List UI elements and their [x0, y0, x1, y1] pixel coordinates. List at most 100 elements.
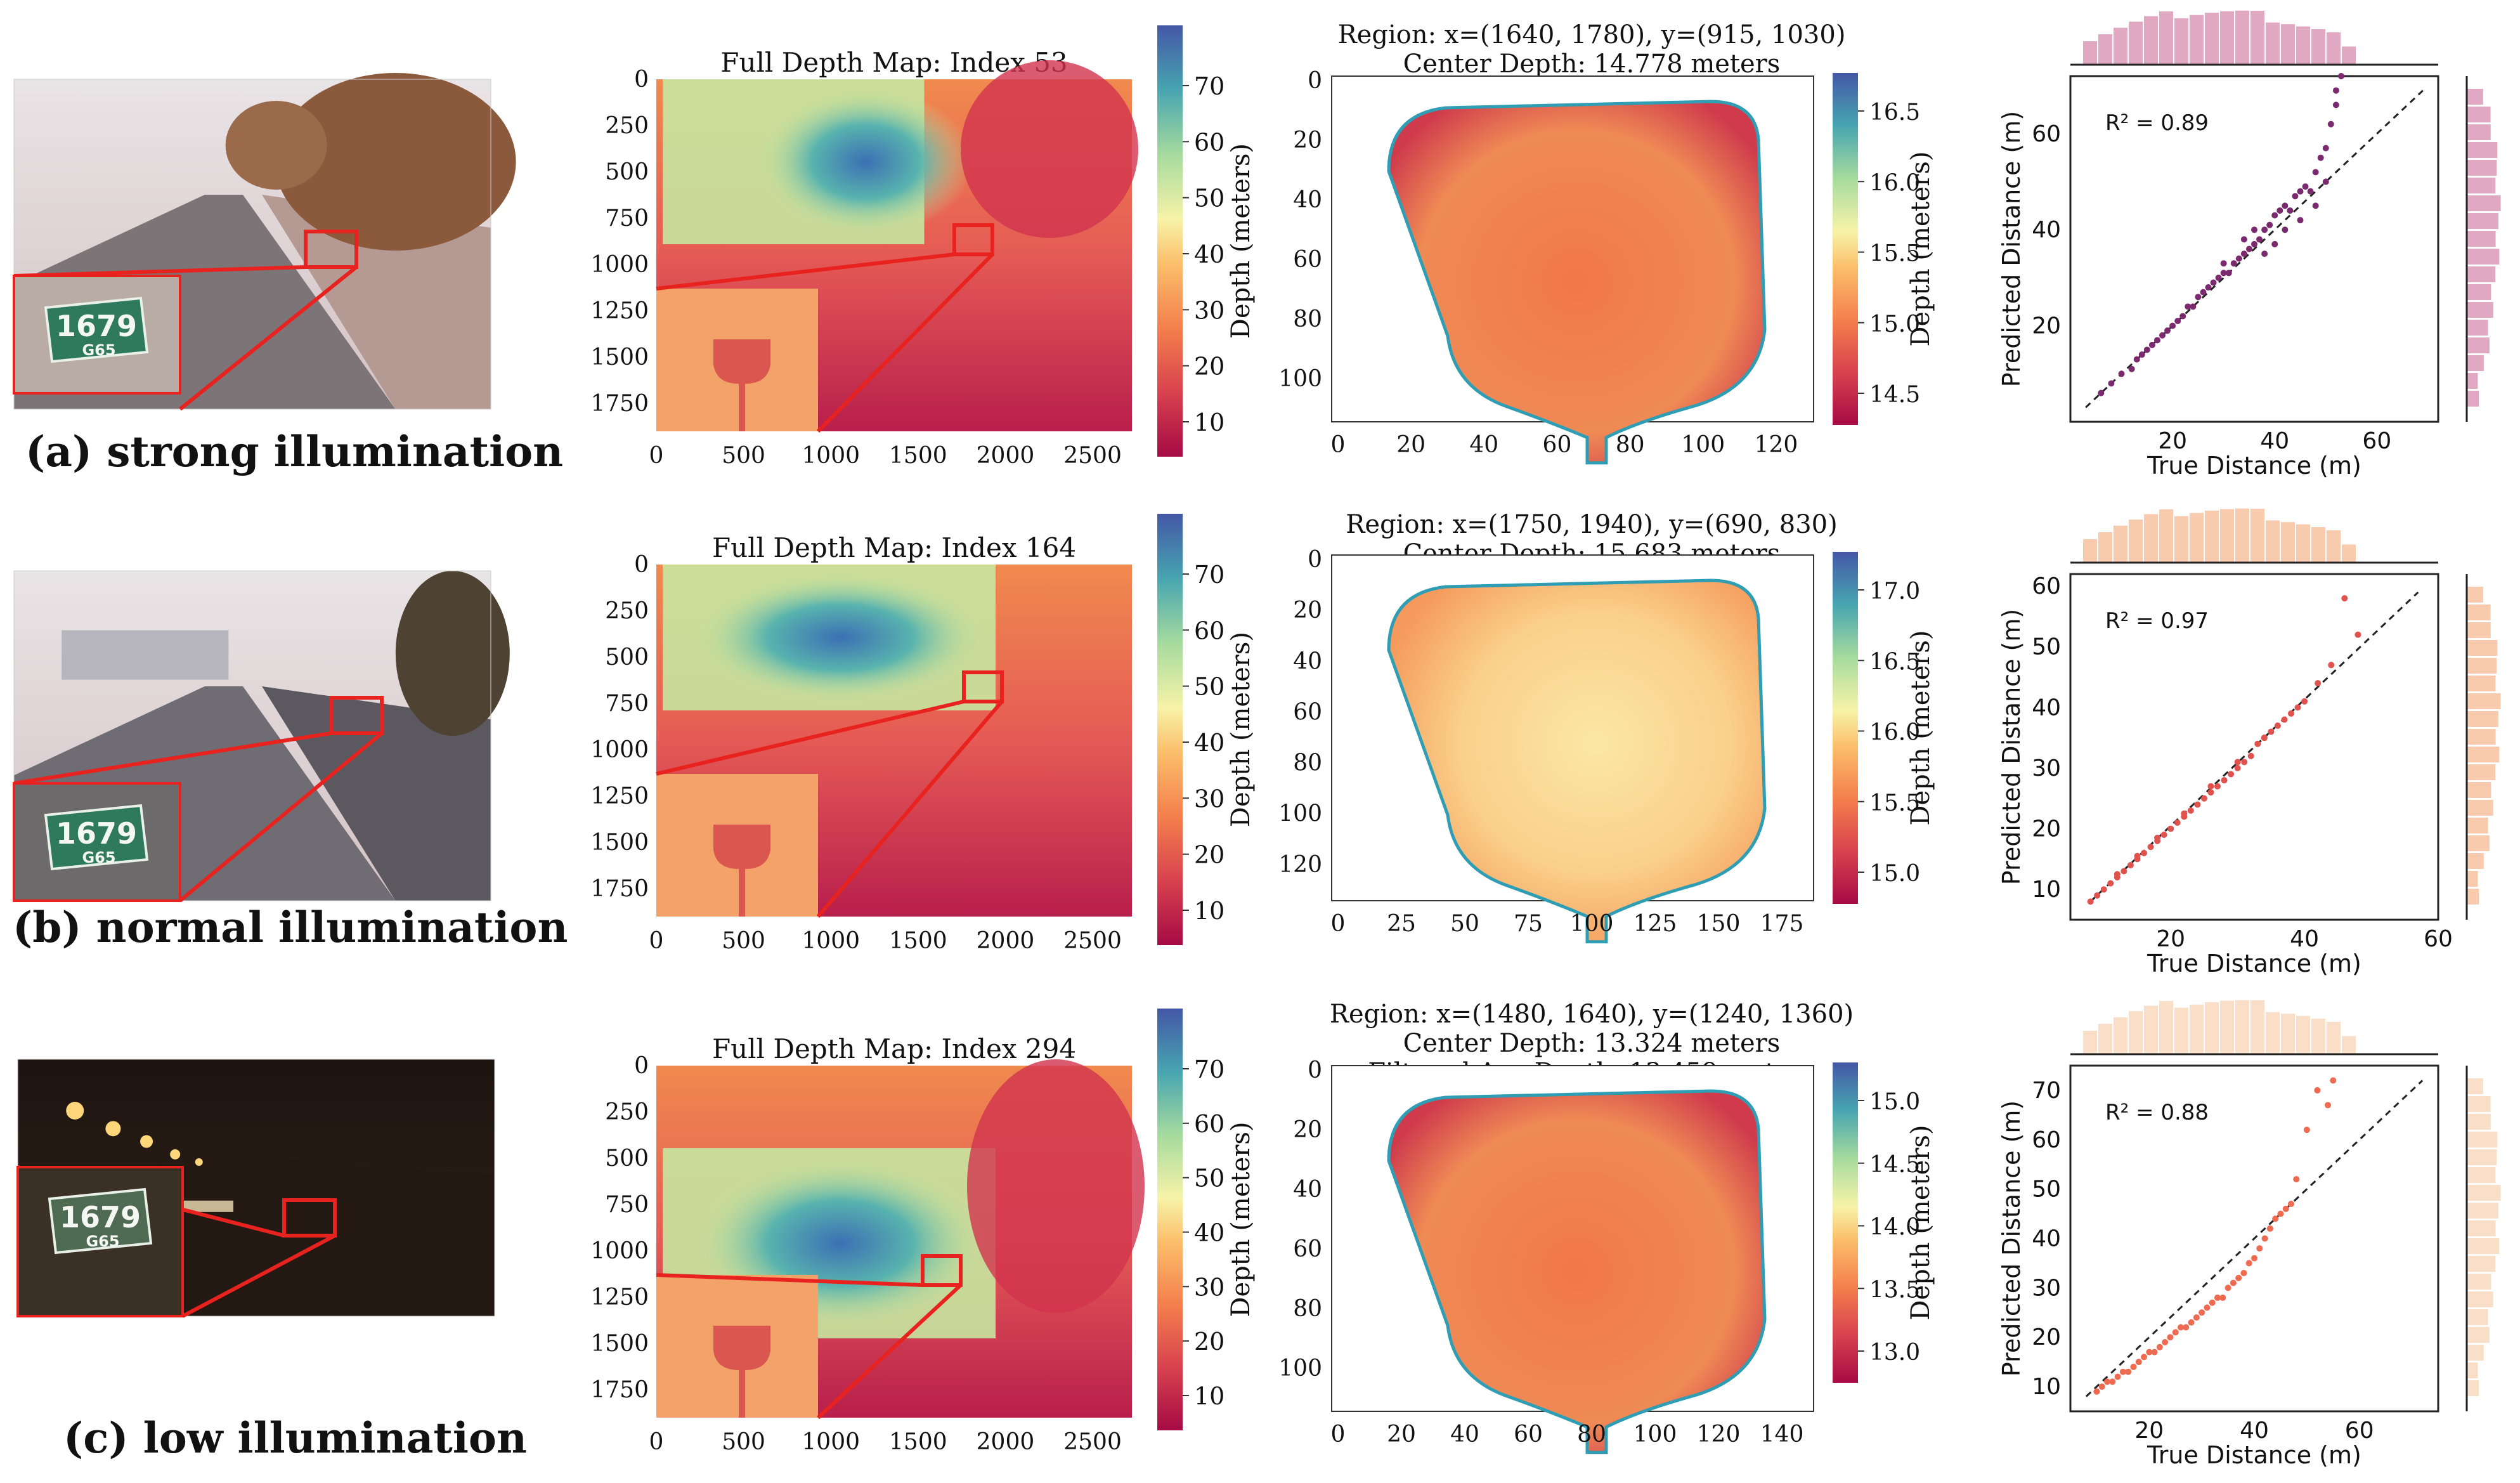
- scatter-point: [2159, 332, 2166, 339]
- right-histogram-bar: [2467, 266, 2496, 282]
- colorbar-tick-label: 70: [1194, 72, 1224, 100]
- scatter-point: [2187, 807, 2194, 814]
- right-histogram-bar: [2467, 818, 2488, 833]
- tree-canopy: [225, 101, 327, 190]
- region-x-tick: 0: [1331, 432, 1346, 458]
- scatter-point: [2181, 810, 2188, 817]
- scatter-point: [2153, 337, 2160, 344]
- region-shape: [1387, 578, 1767, 944]
- scatter-point: [2130, 1363, 2137, 1370]
- street-lamp-light: [170, 1149, 181, 1160]
- scatter-point: [2261, 735, 2268, 742]
- scatter-point: [2282, 1205, 2289, 1212]
- depth-inset-sign: [713, 825, 770, 917]
- right-histogram-bar: [2467, 676, 2496, 691]
- colorbar-tick-label: 10: [1194, 1382, 1224, 1410]
- colorbar-tick-label: 60: [1194, 1110, 1224, 1138]
- scatter-xlabel: True Distance (m): [2147, 950, 2361, 977]
- x-tick-label: 0: [649, 928, 664, 954]
- scatter-point: [2179, 313, 2186, 320]
- region-colorbar-tick-label: 15.0: [1869, 1089, 1920, 1115]
- top-histogram-bar: [2083, 539, 2097, 563]
- top-histogram-bar: [2205, 1002, 2219, 1054]
- colorbar-tick-label: 50: [1194, 673, 1224, 701]
- scatter-point: [2185, 303, 2192, 310]
- scatter-point: [2254, 740, 2261, 747]
- y-tick-label: 0: [634, 67, 649, 93]
- near-tree-region: [961, 60, 1138, 238]
- top-histogram-bar: [2281, 522, 2295, 563]
- scatter-point: [2251, 226, 2257, 233]
- region-colorbar-tick-label: 14.0: [1869, 1215, 1920, 1241]
- scatter-point: [2266, 221, 2273, 228]
- right-histogram-bar: [2467, 124, 2491, 140]
- scatter-point: [2245, 245, 2252, 252]
- top-histogram-bar: [2098, 1024, 2112, 1054]
- region-x-tick: 120: [1697, 1421, 1741, 1447]
- scatter-point: [2272, 1215, 2279, 1222]
- street-lamp-light: [105, 1121, 121, 1137]
- scatter-point: [2261, 251, 2268, 258]
- right-histogram-bar: [2467, 1291, 2493, 1307]
- scatter-x-tick: 60: [2362, 428, 2391, 454]
- top-histogram-bar: [2205, 13, 2219, 65]
- region-y-tick: 0: [1308, 1057, 1322, 1083]
- top-histogram-bar: [2220, 1000, 2234, 1054]
- scatter-point: [2325, 1102, 2331, 1109]
- scatter-panel: R² = 0.97 10 20 30 40 50 60 20 40 60 True Distance…: [1997, 508, 2501, 977]
- y-tick-label: 1500: [590, 830, 649, 856]
- region-y-tick: 60: [1293, 247, 1322, 273]
- scatter-y-tick: 40: [2032, 217, 2061, 243]
- tree-canopy: [395, 571, 510, 736]
- right-histogram-bar: [2467, 391, 2479, 407]
- scatter-point: [2127, 861, 2134, 868]
- scatter-point: [2134, 853, 2141, 859]
- region-colorbar-tick-label: 15.5: [1869, 790, 1920, 816]
- scatter-ylabel: Predicted Distance (m): [1997, 609, 2025, 885]
- scatter-point: [2271, 212, 2278, 219]
- y-tick-label: 1750: [590, 1377, 649, 1403]
- x-tick-label: 1500: [889, 443, 947, 469]
- top-histogram-bar: [2235, 10, 2249, 65]
- r2-annotation: R² = 0.89: [2105, 110, 2209, 136]
- zoom-line: [816, 252, 994, 433]
- region-x-tick: 20: [1387, 1421, 1416, 1447]
- right-histogram-bar: [2467, 1096, 2491, 1112]
- scatter-point: [2156, 1343, 2163, 1350]
- far-region-core: [758, 88, 973, 236]
- y-tick-label: 1250: [590, 298, 649, 324]
- region-y-tick: 80: [1293, 306, 1322, 332]
- zoom-line: [816, 1283, 963, 1420]
- scatter-point: [2104, 1378, 2110, 1385]
- right-histogram-bar: [2467, 782, 2491, 798]
- scatter-point: [2294, 704, 2301, 711]
- y-tick-label: 1250: [590, 1284, 649, 1310]
- top-histogram-bar: [2083, 1031, 2097, 1054]
- depth-map-panel: Full Depth Map: Index 530250500750100012…: [590, 25, 1256, 469]
- scatter-x-tick: 20: [2134, 1418, 2164, 1444]
- region-x-tick: 100: [1681, 432, 1725, 458]
- scatter-x-tick: 20: [2156, 926, 2185, 952]
- scatter-point: [2230, 260, 2237, 267]
- top-histogram-bar: [2190, 513, 2204, 563]
- scatter-point: [2164, 327, 2171, 334]
- right-histogram-bar: [2467, 178, 2496, 193]
- top-histogram-bar: [2250, 1000, 2264, 1054]
- right-histogram-bar: [2467, 1149, 2497, 1165]
- region-colorbar-tick-label: 15.0: [1869, 311, 1920, 337]
- scatter-point: [2219, 1294, 2226, 1301]
- scatter-point: [2119, 1368, 2126, 1375]
- top-histogram-bar: [2296, 524, 2310, 563]
- scatter-x-tick: 40: [2240, 1418, 2269, 1444]
- scatter-x-tick: 40: [2290, 926, 2319, 952]
- region-x-tick: 100: [1570, 911, 1614, 937]
- zoom-line: [181, 1234, 336, 1318]
- scatter-point: [2288, 1201, 2294, 1207]
- scatter-y-tick: 70: [2032, 1078, 2061, 1104]
- region-y-tick: 40: [1293, 648, 1322, 674]
- depth-colorbar: [1157, 25, 1183, 457]
- scatter-point: [2143, 346, 2150, 353]
- scatter-point: [2107, 880, 2114, 887]
- scatter-point: [2174, 820, 2181, 826]
- scatter-point: [2214, 783, 2221, 790]
